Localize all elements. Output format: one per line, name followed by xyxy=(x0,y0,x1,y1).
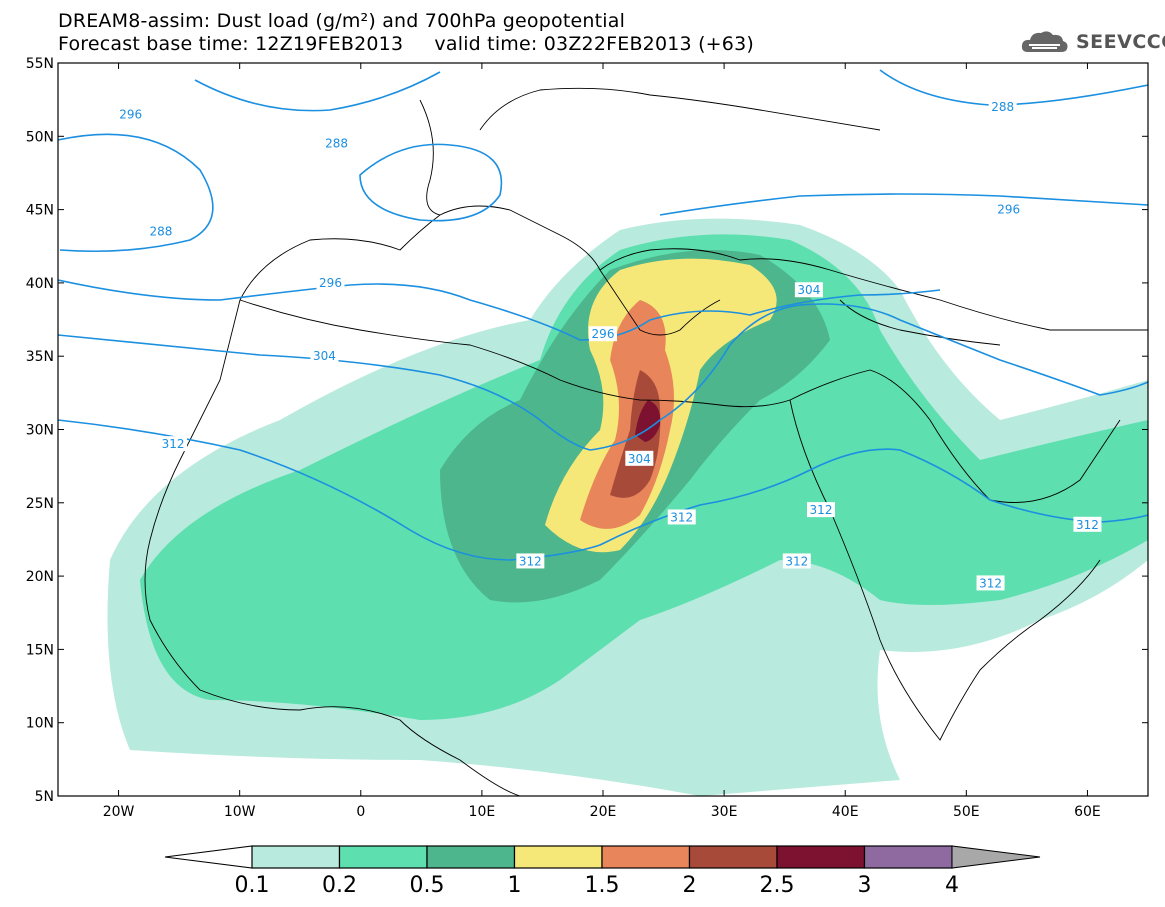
contour-label: 312 xyxy=(979,576,1002,590)
contour-label-bg xyxy=(994,201,1023,217)
contour-label-bg xyxy=(116,106,145,122)
latitude-axis: 55N 50N 45N 40N 35N 30N 25N 20N 15N 10N 5N xyxy=(26,56,1148,805)
contour-label-bg xyxy=(782,553,811,569)
contour-label: 296 xyxy=(997,203,1020,217)
logo-label: SEEVCCC xyxy=(1076,31,1165,53)
seevccc-logo: SEEVCCC xyxy=(1020,27,1165,57)
lat-label: 55N xyxy=(26,56,54,72)
colorbar-over-triangle xyxy=(951,845,1041,869)
contour-label-bg xyxy=(794,282,823,298)
colorbar-label: 0.2 xyxy=(322,873,357,898)
dust-shading xyxy=(107,218,1148,796)
contour-label: 296 xyxy=(319,276,342,290)
lon-label: 20W xyxy=(103,804,135,820)
contour-label-bg xyxy=(589,326,617,342)
lon-label: 20E xyxy=(590,804,617,820)
contour-label: 312 xyxy=(670,510,693,524)
contour-label-bg xyxy=(667,509,696,525)
lon-label: 60E xyxy=(1074,804,1101,820)
map-title-line2: Forecast base time: 12Z19FEB2013 valid t… xyxy=(58,33,754,55)
contour-label: 296 xyxy=(119,107,142,121)
colorbar-label: 1.5 xyxy=(585,873,620,898)
lon-label: 10E xyxy=(469,804,496,820)
colorbar-swatch xyxy=(688,845,778,869)
contour-label-bg xyxy=(516,553,545,569)
colorbar: 0.1 0.2 0.5 1 1.5 2 2.5 3 4 xyxy=(164,845,1041,898)
colorbar-swatch xyxy=(513,845,603,869)
map-title-line1: DREAM8-assim: Dust load (g/m²) and 700hP… xyxy=(58,10,626,32)
colorbar-label: 2 xyxy=(683,873,697,898)
contour-label: 288 xyxy=(325,137,348,151)
lon-label: 30E xyxy=(711,804,738,820)
contour-label: 312 xyxy=(785,554,808,568)
contour-label-bg xyxy=(316,274,345,290)
contour-label-bg xyxy=(1073,516,1102,532)
contour-label-bg xyxy=(146,223,175,239)
colorbar-swatch xyxy=(776,845,866,869)
lat-label: 25N xyxy=(26,496,54,512)
cloud-icon xyxy=(1021,31,1068,52)
contour-label: 296 xyxy=(592,327,615,341)
contour-label: 312 xyxy=(810,503,833,517)
dust-band-2.5 xyxy=(635,400,661,442)
contour-label: 304 xyxy=(797,283,820,297)
colorbar-swatch xyxy=(338,845,428,869)
lon-label: 50E xyxy=(953,804,980,820)
lat-label: 15N xyxy=(26,642,54,658)
lat-label: 10N xyxy=(26,716,54,732)
colorbar-under-triangle xyxy=(164,845,253,869)
colorbar-swatch xyxy=(601,845,691,869)
lon-label: 40E xyxy=(832,804,859,820)
colorbar-label: 0.5 xyxy=(410,873,445,898)
lon-label: 10W xyxy=(224,804,256,820)
contour-label-bg xyxy=(988,98,1017,114)
lat-label: 35N xyxy=(26,349,54,365)
colorbar-swatch xyxy=(426,845,516,869)
contour-label-bg xyxy=(159,436,188,452)
lat-label: 45N xyxy=(26,203,54,219)
colorbar-swatch xyxy=(251,845,341,869)
contour-label: 312 xyxy=(519,554,542,568)
contour-label-bg xyxy=(976,575,1005,591)
contour-label-bg xyxy=(310,348,339,364)
colorbar-label: 0.1 xyxy=(235,873,270,898)
colorbar-label: 4 xyxy=(945,873,959,898)
contour-label: 288 xyxy=(149,225,172,239)
colorbar-swatch xyxy=(863,845,953,869)
contour-label: 304 xyxy=(313,349,336,363)
contour-label-bg xyxy=(625,450,654,466)
colorbar-label: 2.5 xyxy=(760,873,795,898)
lat-label: 30N xyxy=(26,423,54,439)
map-area xyxy=(58,63,1148,796)
lon-label: 0 xyxy=(356,804,365,820)
colorbar-label: 1 xyxy=(508,873,522,898)
lat-label: 50N xyxy=(26,129,54,145)
contour-label: 312 xyxy=(162,437,185,451)
lat-label: 40N xyxy=(26,276,54,292)
lat-label: 5N xyxy=(35,789,54,805)
contour-labels: 296 288 288 288 296 296 304 304 296 312 304 312 312 3… xyxy=(116,98,1102,591)
lat-label: 20N xyxy=(26,569,54,585)
contour-label: 288 xyxy=(991,100,1014,114)
colorbar-label: 3 xyxy=(858,873,872,898)
contour-label: 304 xyxy=(628,452,651,466)
contour-label-bg xyxy=(322,135,351,151)
contour-label-bg xyxy=(807,502,835,518)
longitude-axis: 20W 10W 0 10E 20E 30E 40E 50E 60E xyxy=(103,63,1101,820)
contour-label: 312 xyxy=(1076,518,1099,532)
